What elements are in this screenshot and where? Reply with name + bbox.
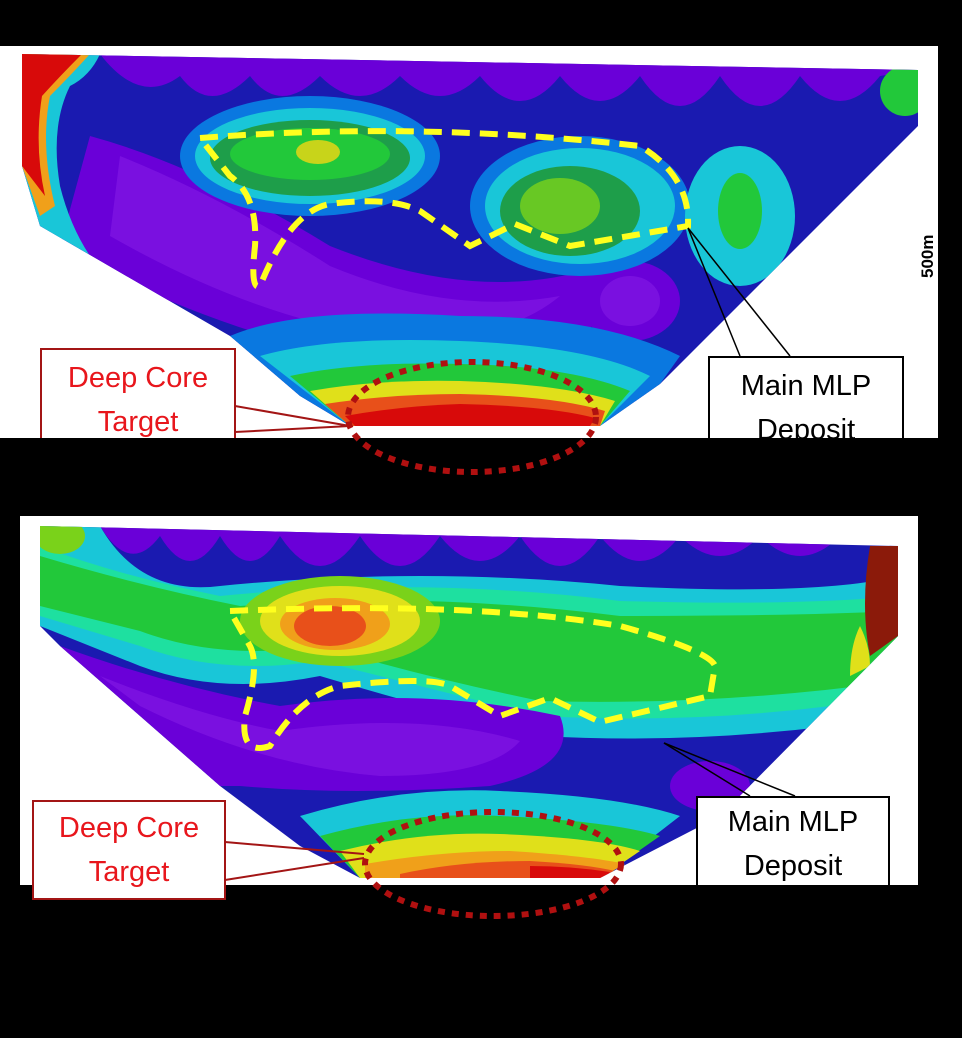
section-panel-top: Deep Core Target Main MLP Deposit 500m bbox=[0, 46, 938, 438]
scale-label-top: 500m bbox=[918, 234, 937, 278]
deep-core-target-callout-top: Deep Core Target bbox=[40, 348, 236, 438]
main-deposit-callout-top: Main MLP Deposit bbox=[708, 356, 904, 438]
callout-line2: Deposit bbox=[756, 414, 856, 438]
scale-label-bottom: 500m bbox=[916, 702, 918, 746]
callout-line2: Deposit bbox=[743, 850, 843, 882]
callout-line1: Main MLP bbox=[740, 370, 872, 402]
callout-line1: Deep Core bbox=[67, 362, 209, 394]
callout-line2: Target bbox=[97, 406, 179, 438]
main-deposit-callout-bottom: Main MLP Deposit bbox=[696, 796, 890, 885]
callout-line2: Target bbox=[88, 856, 170, 888]
callout-line1: Deep Core bbox=[58, 812, 200, 844]
deposit-outline-bottom bbox=[224, 605, 719, 751]
deep-core-target-callout-bottom: Deep Core Target bbox=[32, 800, 226, 900]
callout-line1: Main MLP bbox=[727, 806, 859, 838]
deposit-outline-top bbox=[194, 128, 692, 290]
